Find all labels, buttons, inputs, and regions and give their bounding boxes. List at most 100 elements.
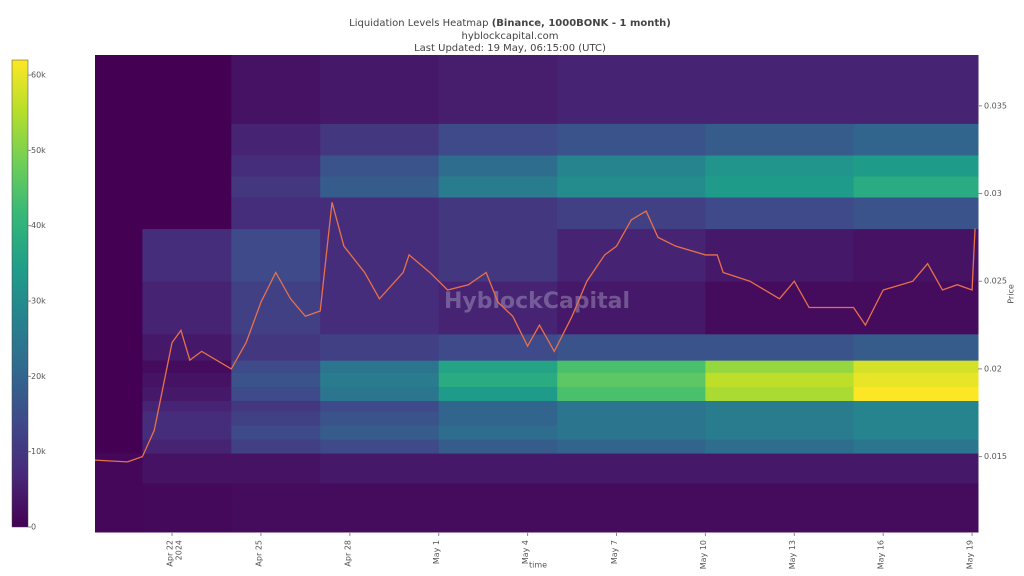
y-tick-label: 0.015	[984, 452, 1007, 461]
heat-cell	[320, 386, 440, 401]
heat-cell	[705, 400, 855, 412]
heat-cell	[320, 281, 440, 335]
heat-cell	[557, 154, 706, 177]
heat-cell	[705, 55, 855, 124]
heat-cell	[853, 360, 979, 373]
heat-cell	[438, 425, 558, 440]
heat-cell	[438, 400, 558, 412]
heat-cell	[705, 410, 855, 426]
heat-cell	[142, 360, 232, 373]
title-text: Liquidation Levels Heatmap	[349, 18, 488, 29]
y-tick-label: 0.035	[984, 101, 1007, 110]
heat-cell	[557, 281, 706, 335]
colorbar-tick-label: 50k	[31, 146, 46, 155]
x-tick-label: May 19	[966, 540, 975, 569]
heat-cell	[557, 482, 706, 533]
heat-cell	[142, 425, 232, 440]
x-tick-label: May 16	[877, 540, 886, 569]
heat-cell	[853, 372, 979, 387]
heat-cell	[95, 425, 143, 440]
heat-cell	[438, 453, 558, 484]
heat-cell	[853, 281, 979, 335]
heat-cell	[853, 410, 979, 426]
heat-cell	[142, 176, 232, 198]
y-axis-label: Price	[1007, 284, 1016, 304]
colorbar-tick-label: 30k	[31, 297, 46, 306]
heat-cell	[320, 425, 440, 440]
heat-cell	[142, 281, 232, 335]
x-tick-label: May 13	[788, 540, 797, 569]
heat-cell	[438, 281, 558, 335]
heat-cell	[557, 55, 706, 124]
heat-cell	[705, 154, 855, 177]
heat-cell	[95, 439, 143, 454]
heat-cell	[95, 360, 143, 373]
heat-cell	[557, 372, 706, 387]
price-line	[94, 202, 976, 463]
heat-cell	[438, 386, 558, 401]
heat-cell	[438, 55, 558, 124]
heat-cell	[705, 228, 855, 282]
heat-cell	[438, 482, 558, 533]
x-year-label: 2024	[175, 540, 184, 560]
y-tick-label: 0.03	[984, 189, 1002, 198]
heat-cell	[95, 281, 143, 335]
heat-cell	[142, 400, 232, 412]
x-axis-label: time	[529, 561, 547, 570]
heat-cell	[705, 360, 855, 373]
heat-cell	[95, 197, 143, 230]
heat-cell	[95, 372, 143, 387]
heat-cell	[853, 439, 979, 454]
heat-cell	[142, 372, 232, 387]
heat-cell	[438, 372, 558, 387]
heat-cell	[95, 55, 143, 124]
heat-cell	[142, 453, 232, 484]
colorbar	[11, 59, 29, 528]
heat-cell	[95, 333, 143, 361]
heat-cell	[438, 197, 558, 230]
heat-cell	[320, 123, 440, 156]
x-tick-label: May 4	[521, 540, 530, 564]
heat-cell	[705, 386, 855, 401]
heat-cell	[557, 333, 706, 361]
heat-cell	[142, 333, 232, 361]
heat-cell	[320, 197, 440, 230]
heat-cell	[438, 410, 558, 426]
heat-cell	[320, 410, 440, 426]
heat-cell	[95, 176, 143, 198]
heat-cell	[705, 453, 855, 484]
heat-cell	[231, 333, 321, 361]
y-tick-label: 0.025	[984, 277, 1007, 286]
colorbar-tick-label: 10k	[31, 447, 46, 456]
heat-cell	[438, 333, 558, 361]
heat-cell	[705, 197, 855, 230]
heat-cell	[95, 154, 143, 177]
heatmap	[95, 55, 979, 533]
heat-cell	[320, 360, 440, 373]
heat-cell	[231, 154, 321, 177]
heat-cell	[705, 333, 855, 361]
heat-cell	[95, 228, 143, 282]
title-bold: (Binance, 1000BONK - 1 month)	[492, 18, 671, 29]
heat-cell	[557, 400, 706, 412]
heat-cell	[705, 372, 855, 387]
heat-cell	[320, 482, 440, 533]
heat-cell	[231, 400, 321, 412]
heat-cell	[438, 123, 558, 156]
subtitle: hyblockcapital.com	[462, 31, 559, 42]
heat-cell	[557, 453, 706, 484]
heat-cell	[231, 360, 321, 373]
heat-cell	[231, 410, 321, 426]
x-tick-label: May 7	[610, 540, 619, 564]
updated: Last Updated: 19 May, 06:15:00 (UTC)	[414, 43, 606, 54]
heat-cell	[320, 176, 440, 198]
heat-cell	[320, 372, 440, 387]
heat-cell	[557, 197, 706, 230]
heat-cell	[231, 386, 321, 401]
heat-cell	[142, 410, 232, 426]
x-tick-label: Apr 28	[343, 540, 352, 567]
heat-cell	[438, 176, 558, 198]
heat-cell	[142, 154, 232, 177]
heat-cell	[557, 425, 706, 440]
